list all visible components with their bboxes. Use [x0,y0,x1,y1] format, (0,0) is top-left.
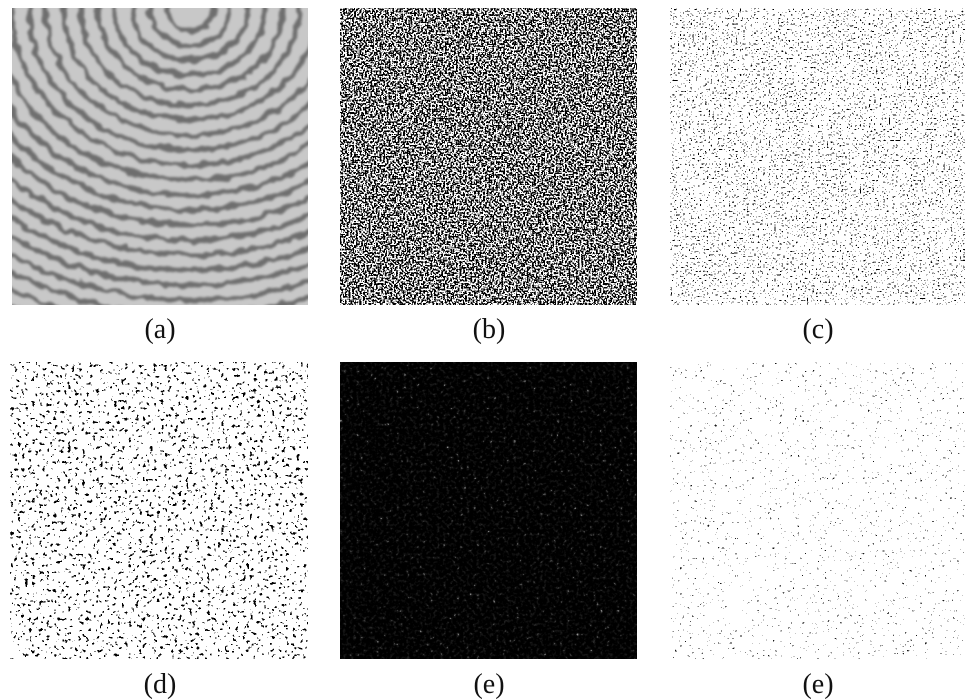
panel-label: (c) [802,314,833,345]
ridge [12,155,308,228]
ridge [12,215,308,273]
panel-label: (e) [802,669,833,699]
ridge [112,8,268,78]
noise-image [10,362,308,659]
panel-label: (b) [473,314,506,345]
ridge [43,8,308,138]
ridge [12,252,308,303]
ridge [12,234,308,288]
ridge [12,107,308,198]
ridge [130,8,250,63]
ridge [12,196,308,258]
panel-label: (a) [144,314,175,345]
ridge [12,8,308,168]
noise-image [670,362,965,659]
ridge [61,8,308,123]
ridge [95,8,285,93]
ridge [26,8,308,153]
ridge [12,74,308,183]
panel-label: (e) [473,669,504,699]
ridge [164,8,216,33]
noise-image [340,8,637,305]
ridge [147,8,233,48]
ridges [12,8,308,305]
ridge [78,8,302,108]
noise-image [670,8,965,305]
ridge [12,176,308,243]
panel-label: (d) [144,669,177,699]
fingerprint-image [12,8,308,305]
ridge [12,132,308,213]
noise-image [340,362,637,659]
